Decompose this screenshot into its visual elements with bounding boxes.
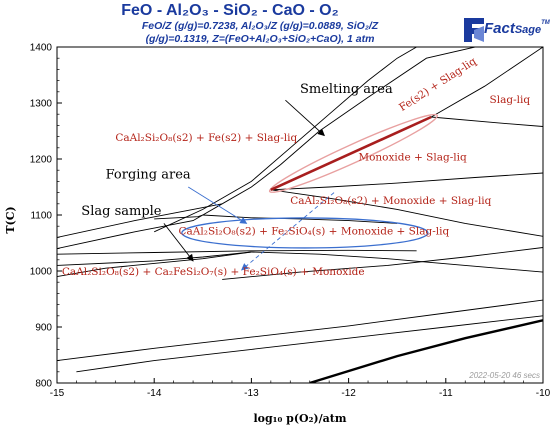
x-tick-label: -11 bbox=[439, 388, 453, 399]
smelting-area-ellipse bbox=[268, 113, 439, 193]
subtitle-line-1: FeO/Z (g/g)=0.7238, Al₂O₃/Z (g/g)=0.0889… bbox=[141, 20, 379, 32]
phase-boundary-line bbox=[270, 172, 543, 191]
phase-boundary-line bbox=[431, 116, 543, 127]
x-axis-label: log₁₀ p(O₂)/atm bbox=[253, 412, 346, 425]
x-tick-label: -15 bbox=[50, 388, 65, 399]
region-label: Monoxide + Slag-liq bbox=[358, 152, 467, 164]
factsage-logo-text: FactSageTM bbox=[484, 20, 550, 37]
y-tick-label: 1300 bbox=[30, 99, 53, 110]
factsage-logo-icon bbox=[464, 18, 484, 42]
y-tick-label: 800 bbox=[35, 379, 52, 390]
phase-boundary-line bbox=[76, 315, 543, 373]
x-tick-label: -13 bbox=[244, 388, 259, 399]
forging-arrow bbox=[187, 186, 248, 224]
forging-area-ellipse bbox=[181, 217, 429, 249]
region-label: CaAl₂Si₂O₈(s2) + Monoxide + Slag-liq bbox=[290, 195, 491, 207]
factsage-logo: FactSageTM bbox=[462, 14, 550, 44]
x-tick-label: -10 bbox=[536, 388, 550, 399]
slag-sample-arrow bbox=[163, 223, 194, 262]
phase-boundary-line bbox=[57, 249, 417, 255]
x-tick-label: -14 bbox=[147, 388, 162, 399]
timestamp: 2022-05-20 46 secs bbox=[468, 371, 540, 380]
logo-main: Fact bbox=[484, 20, 515, 37]
region-label: Smelting area bbox=[300, 82, 393, 97]
y-tick-label: 1200 bbox=[30, 155, 53, 166]
phase-boundary-line bbox=[202, 214, 398, 224]
logo-sub: Sage bbox=[514, 24, 542, 36]
smelting-line bbox=[270, 115, 432, 191]
phase-boundary-line bbox=[154, 47, 417, 233]
chart-title: FeO - Al₂O₃ - SiO₂ - CaO - O₂ bbox=[121, 2, 339, 19]
x-tick-label: -12 bbox=[341, 388, 356, 399]
region-label: Fe(s2) + Slag-liq bbox=[397, 55, 479, 114]
region-label: Slag sample bbox=[81, 204, 161, 219]
region-label: Forging area bbox=[106, 168, 191, 183]
dashed-arrow bbox=[240, 192, 335, 271]
subtitle-line-2: (g/g)=0.1319, Z=(FeO+Al₂O₃+SiO₂+CaO), 1 … bbox=[145, 33, 375, 45]
region-label: Slag-liq bbox=[490, 94, 531, 106]
phase-boundary-line bbox=[154, 214, 203, 220]
y-tick-label: 1100 bbox=[30, 211, 52, 222]
phase-boundary-line bbox=[222, 247, 543, 280]
y-tick-label: 1400 bbox=[30, 43, 53, 54]
phase-labels: Smelting area Fe(s2) + Slag-liq Slag-liq Ca… bbox=[62, 55, 530, 278]
smelting-arrow bbox=[285, 99, 325, 137]
region-label: CaAl₂Si₂O₈(s2) + Fe₂SiO₄(s) + Monoxide +… bbox=[179, 226, 450, 238]
phase-boundary-line bbox=[57, 299, 543, 362]
logo-tm: TM bbox=[541, 20, 550, 26]
phase-boundary-line bbox=[430, 47, 543, 118]
phase-boundary-line bbox=[309, 319, 543, 383]
phase-boundary-line bbox=[57, 251, 252, 278]
y-tick-label: 1000 bbox=[30, 267, 53, 278]
phase-boundary-line bbox=[57, 251, 252, 266]
phase-boundary-line bbox=[57, 203, 223, 250]
region-label: CaAl₂Si₂O₈(s2) + Fe(s2) + Slag-liq bbox=[115, 132, 297, 144]
annotation-overlay bbox=[163, 99, 439, 271]
plot-axes: -15 -14 -13 -12 -11 -10 800 900 1000 1100 1200 1300… bbox=[30, 43, 550, 400]
y-axis-label: T(C) bbox=[4, 206, 17, 233]
phase-boundary-line bbox=[270, 189, 543, 237]
y-tick-label: 900 bbox=[35, 323, 52, 334]
chart-subtitle: FeO/Z (g/g)=0.7238, Al₂O₃/Z (g/g)=0.0889… bbox=[60, 20, 460, 46]
region-label: CaAl₂Si₂O₈(s2) + Ca₂FeSi₂O₇(s) + Fe₂SiO₄… bbox=[62, 266, 365, 278]
phase-boundary-line bbox=[251, 251, 543, 273]
phase-boundaries bbox=[57, 47, 543, 383]
